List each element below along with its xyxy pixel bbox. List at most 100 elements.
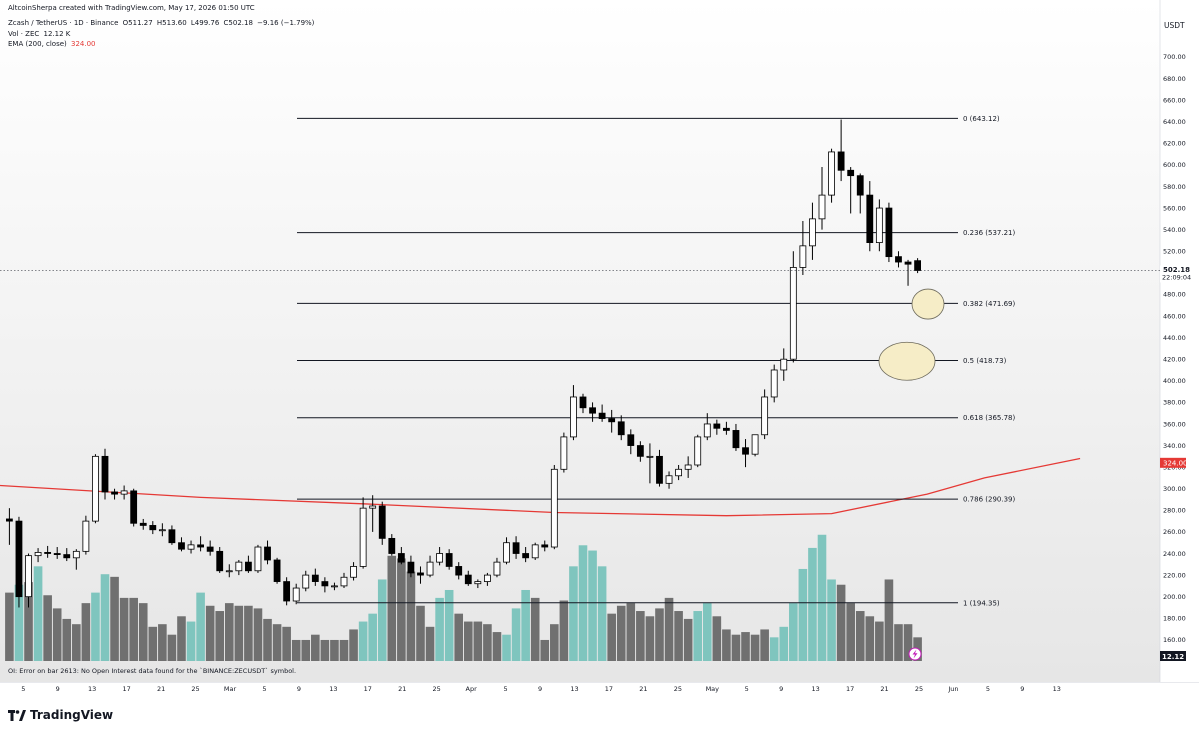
candle-down <box>63 554 71 559</box>
volume-bar <box>511 608 521 661</box>
price-tick-label: 580.00 <box>1163 183 1186 191</box>
volume-bar <box>836 584 846 661</box>
price-tick-label: 360.00 <box>1163 420 1186 428</box>
price-tick-label: 480.00 <box>1163 291 1186 299</box>
open-interest-error: OI: Error on bar 2613: No Open Interest … <box>8 667 297 675</box>
candle-down <box>378 505 386 539</box>
volume-bar <box>712 616 722 661</box>
volume-bar <box>158 624 167 661</box>
volume-bar <box>397 558 406 661</box>
ema-200-path <box>0 457 1081 517</box>
volume-bar <box>129 597 138 661</box>
tradingview-logo[interactable]: TradingView <box>8 708 113 722</box>
candle-up <box>684 464 692 470</box>
candle-up <box>72 550 80 559</box>
volume-bar <box>320 639 330 661</box>
candle-down <box>895 256 902 263</box>
fibonacci-retracement[interactable]: 0 (643.12) 0.236 (537.21) 0.382 (471.69) 0.… <box>297 115 1015 607</box>
candlesticks <box>6 119 921 608</box>
candle-up <box>503 542 510 563</box>
footer <box>0 697 1199 731</box>
candle-down <box>388 537 396 554</box>
price-badge-value: 502.18 <box>1163 266 1190 274</box>
time-tick-label: 9 <box>779 685 783 693</box>
candle-down <box>617 421 625 436</box>
price-tick-label: 540.00 <box>1163 226 1186 234</box>
tradingview-logo-icon <box>8 709 26 721</box>
lightning-icon[interactable] <box>908 647 922 661</box>
volume-bar <box>167 634 177 661</box>
candle-down <box>656 455 663 484</box>
candle-down <box>206 546 214 552</box>
volume-bar <box>425 626 435 661</box>
price-tick-label: 560.00 <box>1163 204 1186 212</box>
candle-up <box>187 544 195 550</box>
price-tick-label: 260.00 <box>1163 528 1186 536</box>
volume-bar <box>24 582 33 661</box>
time-tick-label: 25 <box>191 685 199 693</box>
volume-bar <box>435 597 444 661</box>
candle-up <box>120 490 128 495</box>
candle-up <box>359 507 367 567</box>
candle-up <box>82 520 90 552</box>
candle-down <box>178 542 185 550</box>
time-tick-label: 17 <box>123 685 131 693</box>
candle-down <box>283 581 291 602</box>
price-tick-label: 200.00 <box>1163 593 1186 601</box>
ema-badge-value: 324.00 <box>1163 459 1188 467</box>
candle-down <box>311 574 319 582</box>
candle-up <box>770 369 778 398</box>
time-tick-label: 13 <box>329 685 337 693</box>
volume-bar <box>215 611 225 661</box>
price-tick-label: 220.00 <box>1163 571 1186 579</box>
candle-up <box>780 358 788 371</box>
countdown-timer: 22:09:04 <box>1162 273 1191 281</box>
volume-bars <box>5 534 922 661</box>
price-axis-background <box>1160 0 1199 682</box>
candle-down <box>445 553 453 567</box>
symbol-title: Zcash / TetherUS · 1D · Binance <box>8 19 119 27</box>
candle-up <box>828 151 835 196</box>
volume-bar <box>110 576 119 661</box>
candle-up <box>292 587 300 602</box>
price-tick-label: 600.00 <box>1163 161 1186 169</box>
volume-bar <box>789 603 798 661</box>
time-tick-label: 13 <box>812 685 820 693</box>
volume-bar <box>138 603 148 661</box>
volume-bar <box>72 624 81 661</box>
volume-bar <box>750 634 760 661</box>
chart-author-line: AltcoinSherpa created with TradingView.c… <box>8 4 255 12</box>
time-tick-label: 9 <box>538 685 542 693</box>
volume-bar <box>301 639 311 661</box>
volume-bar <box>521 589 530 661</box>
price-tick-label: 160.00 <box>1163 636 1186 644</box>
volume-bar <box>234 605 244 661</box>
volume-legend[interactable]: Vol · ZEC 12.12 K <box>8 30 72 39</box>
candle-up <box>158 529 166 532</box>
candle-down <box>216 550 224 572</box>
candle-up <box>225 570 233 573</box>
candle-up <box>254 546 262 572</box>
volume-bar <box>330 639 339 661</box>
tradingview-brand: TradingView <box>30 708 114 722</box>
candle-up <box>550 468 558 548</box>
candle-up <box>761 396 769 436</box>
ema-legend[interactable]: EMA (200, close) 324.00 <box>8 40 98 49</box>
volume-bar <box>224 603 234 661</box>
volume-bar <box>616 605 626 661</box>
symbol-legend[interactable]: Zcash / TetherUS · 1D · Binance O511.27 … <box>8 19 316 28</box>
volume-bar <box>244 605 253 661</box>
volume-bar <box>5 592 14 661</box>
time-tick-label: 21 <box>880 685 888 693</box>
volume-badge-value: 12.12 K <box>1162 653 1193 661</box>
candle-down <box>608 418 616 423</box>
time-tick-label: Apr <box>466 685 478 693</box>
candle-down <box>149 525 157 531</box>
time-tick-label: 5 <box>504 685 508 693</box>
candle-up <box>694 436 702 466</box>
volume-bar <box>100 574 110 661</box>
volume-bar <box>406 571 416 661</box>
candle-down <box>15 520 23 598</box>
